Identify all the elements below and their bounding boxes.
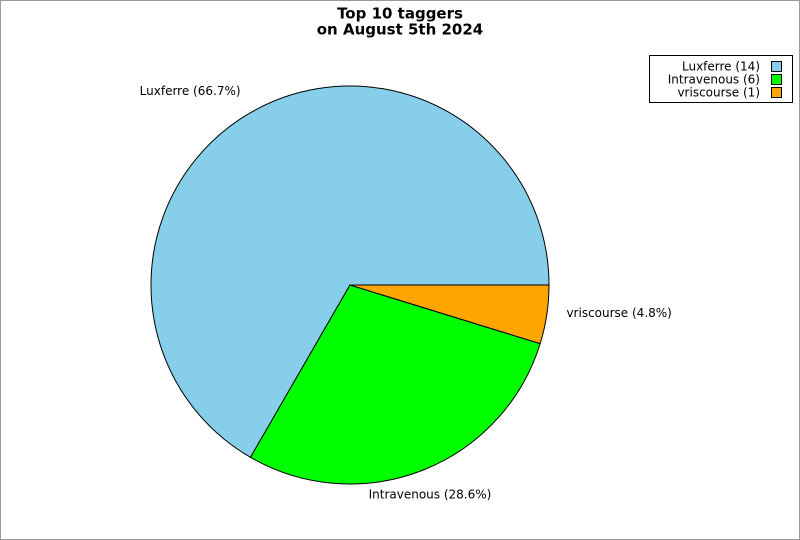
legend-swatch [771,74,782,85]
legend-label: Intravenous (6) [668,73,760,87]
legend-label: vriscourse (1) [677,86,760,100]
slice-label: Intravenous (28.6%) [369,487,492,501]
chart-title: on August 5th 2024 [317,21,484,39]
pie-slice [249,284,541,485]
pie-slice [349,284,550,345]
pie-slice [150,85,550,459]
legend-box [649,55,793,103]
legend-label: Luxferre (14) [682,60,760,74]
slice-label: Luxferre (66.7%) [140,84,241,98]
legend-swatch [771,61,782,72]
slice-label: vriscourse (4.8%) [566,306,671,320]
legend-swatch [771,87,782,98]
chart-title: Top 10 taggers [337,5,463,23]
